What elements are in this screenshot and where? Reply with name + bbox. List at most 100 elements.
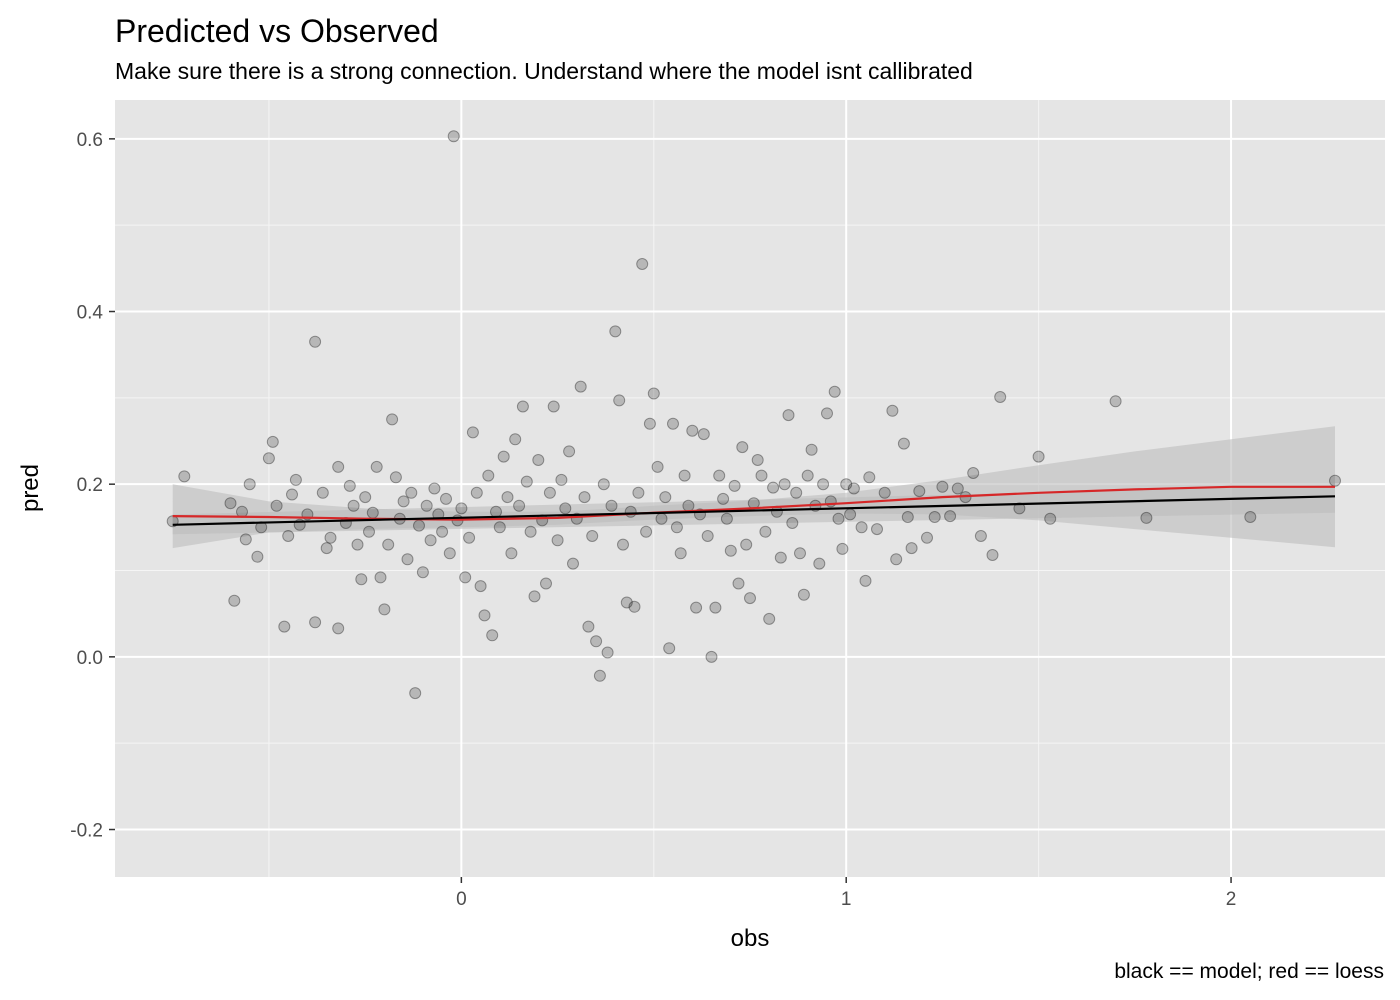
data-point [516, 400, 529, 413]
data-point [178, 470, 191, 483]
data-point [520, 475, 533, 488]
data-point [436, 525, 449, 538]
data-point [286, 488, 298, 501]
data-point [709, 601, 722, 614]
data-point [401, 553, 414, 566]
data-point [597, 478, 610, 491]
data-point [1329, 474, 1341, 487]
data-point [455, 502, 468, 515]
data-point [797, 588, 810, 601]
data-point [493, 521, 506, 534]
data-point [382, 538, 395, 551]
data-point [278, 620, 291, 633]
y-tick-label: 0.4 [77, 303, 104, 324]
data-point [1109, 395, 1122, 408]
data-point [1013, 502, 1026, 515]
data-point [397, 495, 410, 508]
data-point [1044, 512, 1057, 525]
data-point [690, 601, 703, 614]
data-point [447, 130, 460, 143]
data-point [1244, 511, 1257, 523]
data-point [228, 594, 241, 607]
data-point [474, 580, 487, 593]
data-point [270, 499, 283, 512]
data-point [470, 486, 483, 499]
data-point [586, 530, 599, 542]
data-point [713, 469, 726, 482]
data-point [663, 642, 676, 655]
data-point [632, 486, 645, 499]
data-point [805, 443, 818, 456]
y-tick-label: -0.2 [70, 821, 103, 842]
data-point [443, 547, 456, 560]
data-point [701, 530, 714, 542]
data-point [794, 547, 806, 560]
data-point [778, 478, 791, 491]
data-point [497, 450, 510, 463]
data-point [678, 469, 691, 482]
data-point [682, 499, 695, 512]
data-point [659, 491, 672, 504]
data-point [513, 499, 526, 512]
data-point [289, 473, 302, 486]
data-point [759, 525, 772, 538]
data-point [728, 479, 741, 492]
data-point [901, 511, 914, 523]
data-point [543, 486, 556, 499]
data-point [601, 646, 614, 659]
data-point [389, 471, 402, 484]
data-point [282, 530, 295, 542]
data-point [828, 385, 841, 398]
data-point [720, 512, 733, 525]
data-point [559, 502, 572, 515]
loess-line [172, 485, 1335, 521]
data-point [224, 497, 237, 510]
data-point [343, 479, 356, 492]
data-point [951, 482, 964, 495]
data-point [363, 525, 375, 538]
data-point [463, 531, 476, 544]
data-point [840, 478, 853, 491]
x-tick-label: 0 [456, 889, 467, 910]
data-point [836, 542, 849, 555]
data-point [428, 482, 441, 495]
data-point [1032, 450, 1045, 463]
data-point [674, 547, 687, 560]
data-point [801, 469, 814, 482]
data-point [355, 573, 368, 586]
data-point [913, 485, 926, 498]
data-point [555, 473, 568, 486]
data-point [878, 486, 891, 499]
data-point [636, 258, 649, 270]
data-point [740, 538, 753, 551]
chart-subtitle: Make sure there is a strong connection. … [115, 58, 973, 84]
data-point [905, 542, 918, 555]
data-point [921, 531, 933, 544]
chart-caption: black == model; red == loess [1114, 960, 1384, 983]
data-point [620, 596, 633, 609]
data-point [647, 387, 660, 400]
data-point [686, 424, 699, 437]
data-point [755, 469, 768, 482]
data-point [628, 600, 641, 613]
data-point [786, 517, 799, 529]
data-point [617, 538, 629, 551]
data-point [490, 505, 502, 518]
data-point [351, 538, 364, 551]
data-point [251, 550, 264, 563]
data-point [424, 534, 437, 547]
data-point [478, 609, 491, 622]
data-point [374, 571, 387, 584]
data-point [551, 534, 564, 547]
data-point [817, 478, 830, 491]
data-point [262, 452, 275, 465]
data-point [332, 622, 345, 635]
data-point [609, 325, 622, 338]
data-point [486, 629, 499, 642]
data-point [386, 413, 399, 426]
data-point [847, 482, 860, 495]
data-point [813, 557, 826, 570]
data-point [832, 512, 845, 525]
data-point [967, 467, 980, 479]
data-point [501, 491, 514, 504]
